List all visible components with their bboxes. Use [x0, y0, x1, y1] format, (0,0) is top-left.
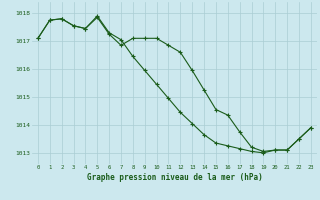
X-axis label: Graphe pression niveau de la mer (hPa): Graphe pression niveau de la mer (hPa) — [86, 173, 262, 182]
